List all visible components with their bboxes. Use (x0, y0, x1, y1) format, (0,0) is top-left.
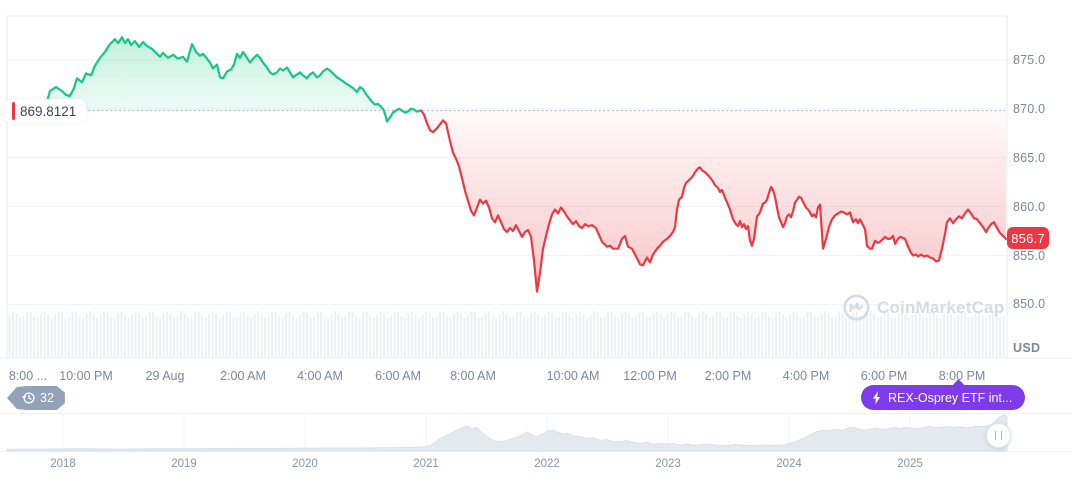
etf-event-button[interactable]: REX-Osprey ETF int... (861, 379, 1026, 410)
history-clock-icon (22, 392, 35, 404)
navigator-year-label[interactable]: 2019 (171, 458, 197, 470)
x-tick-label: 10:00 AM (546, 369, 600, 383)
y-tick-label: 865.0 (1013, 150, 1046, 165)
y-tick-label: 855.0 (1013, 248, 1046, 263)
x-tick-label: 8:00 AM (450, 369, 496, 383)
navigator-year-label[interactable]: 2024 (776, 458, 802, 470)
navigator-year-label[interactable]: 2021 (413, 458, 439, 470)
x-tick-label: 6:00 PM (860, 369, 908, 383)
x-tick-label: 4:00 AM (297, 369, 343, 383)
navigator-year-label[interactable]: 2022 (534, 458, 560, 470)
x-tick-label: 6:00 AM (375, 369, 421, 383)
baseline-tick-marker (12, 102, 15, 120)
etf-event-label: REX-Osprey ETF int... (888, 390, 1013, 405)
current-price-badge: 856.7 (1007, 227, 1049, 249)
navigator-resize-handle[interactable] (986, 423, 1011, 448)
x-tick-label: 8:00 PM (938, 369, 986, 383)
y-tick-label: 870.0 (1013, 101, 1046, 116)
baseline-price-value: 869.8121 (20, 103, 77, 119)
navigator-year-label[interactable]: 2018 (50, 458, 76, 470)
y-tick-label: 875.0 (1013, 52, 1046, 67)
navigator-year-label[interactable]: 2020 (292, 458, 318, 470)
x-tick-label: 4:00 PM (782, 369, 830, 383)
x-tick-label: 12:00 PM (623, 369, 677, 383)
currency-unit-label: USD (1013, 341, 1041, 355)
grip-icon (995, 431, 1002, 440)
baseline-price-label: 869.8121 (5, 99, 87, 123)
lightning-icon (872, 390, 881, 405)
x-tick-label: 2:00 AM (220, 369, 266, 383)
x-tick-label: 29 Aug (145, 369, 185, 383)
y-tick-label: 850.0 (1013, 297, 1046, 312)
history-count-badge[interactable]: 32 (7, 386, 65, 410)
navigator-year-label[interactable]: 2025 (897, 458, 923, 470)
x-tick-label: 2:00 PM (704, 369, 752, 383)
navigator-year-label[interactable]: 2023 (655, 458, 681, 470)
x-tick-label: 10:00 PM (59, 369, 113, 383)
x-tick-label: 8:00 ... (8, 369, 48, 383)
history-count: 32 (40, 391, 54, 405)
y-tick-label: 860.0 (1013, 199, 1046, 214)
